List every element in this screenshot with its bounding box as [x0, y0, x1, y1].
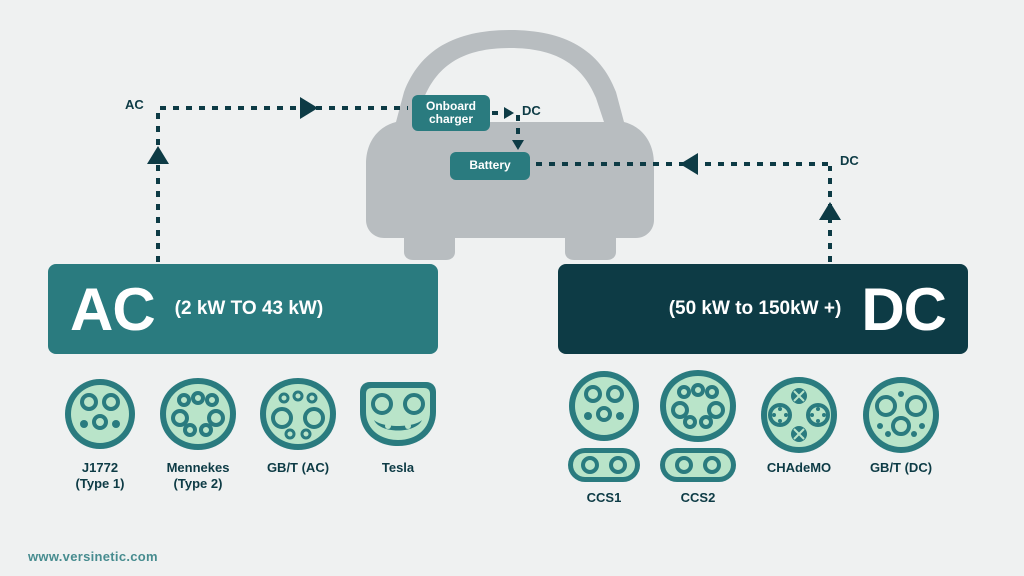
connector-gbt-dc: [862, 376, 940, 454]
connector-tesla: [360, 382, 436, 446]
battery-text: Battery: [469, 159, 510, 172]
arrow-ac-right: [300, 97, 318, 119]
ac-title: AC: [70, 275, 155, 344]
arrow-down-battery: [512, 140, 524, 150]
connector-chademo: [760, 376, 838, 454]
label-mennekes: Mennekes (Type 2): [153, 460, 243, 491]
label-ac-small: AC: [125, 97, 144, 112]
label-tesla: Tesla: [353, 460, 443, 476]
connector-ccs1-top: [568, 370, 640, 442]
label-j1772: J1772 (Type 1): [55, 460, 145, 491]
label-chademo: CHAdeMO: [754, 460, 844, 476]
connector-j1772: [64, 378, 136, 450]
arrow-dc-left: [680, 153, 698, 175]
dc-box: (50 kW to 150kW +) DC: [558, 264, 968, 354]
arrow-onboard-right: [504, 107, 514, 119]
label-dc-after-onboard: DC: [522, 103, 541, 118]
connector-mennekes: [160, 378, 236, 450]
watermark: www.versinetic.com: [28, 549, 158, 564]
onboard-charger-pill: Onboard charger: [412, 95, 490, 131]
onboard-charger-text: Onboard charger: [426, 100, 476, 126]
arrow-dc-up: [819, 202, 841, 220]
battery-pill: Battery: [450, 152, 530, 180]
label-gbt-dc: GB/T (DC): [856, 460, 946, 476]
car-silhouette: [360, 30, 660, 260]
dc-range: (50 kW to 150kW +): [669, 298, 842, 320]
connector-ccs1-bottom: [568, 448, 640, 482]
label-ccs1: CCS1: [559, 490, 649, 506]
connector-ccs2-top: [660, 370, 736, 442]
ac-range: (2 kW TO 43 kW): [175, 298, 324, 320]
label-ccs2: CCS2: [653, 490, 743, 506]
label-gbt-ac: GB/T (AC): [253, 460, 343, 476]
arrow-ac-up: [147, 146, 169, 164]
ac-box: AC (2 kW TO 43 kW): [48, 264, 438, 354]
connector-ccs2-bottom: [660, 448, 736, 482]
label-dc-right: DC: [840, 153, 859, 168]
dc-title: DC: [861, 275, 946, 344]
connector-gbt-ac: [260, 378, 336, 450]
